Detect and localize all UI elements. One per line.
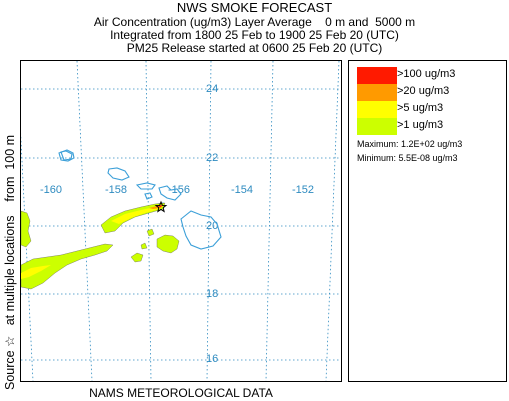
integration-period: Integrated from 1800 25 Feb to 1900 25 F… <box>110 28 399 42</box>
lat-label-18: 18 <box>206 288 218 300</box>
concentration-description: Air Concentration (ug/m3) Layer Average … <box>93 15 416 29</box>
lat-label-22: 22 <box>206 152 218 164</box>
lat-label-24: 24 <box>206 83 218 95</box>
lon-label-156: -156 <box>168 184 190 196</box>
oahu-coast <box>107 167 130 181</box>
plume-big-island <box>156 234 180 254</box>
forecast-title: NWS SMOKE FORECAST <box>176 0 333 15</box>
legend-swatch-5 <box>357 101 397 118</box>
legend-swatch-100 <box>357 67 397 84</box>
legend-label-1: >1 ug/m3 <box>397 119 444 131</box>
plume-maui-mid <box>111 206 163 224</box>
star-icon <box>154 200 168 213</box>
legend-item-20: >20 ug/m3 <box>357 84 507 101</box>
lon-label-158: -158 <box>105 184 127 196</box>
plume-big-island-south <box>130 252 144 263</box>
plume-speckle-1 <box>146 228 155 237</box>
lon-line-159 <box>76 61 93 381</box>
hawaii-island-coast <box>180 210 222 250</box>
smoke-plumes <box>21 202 180 290</box>
release-start: PM25 Release started at 0600 25 Feb 20 (… <box>126 41 383 55</box>
lon-label-154: -154 <box>231 184 253 196</box>
legend-item-100: >100 ug/m3 <box>357 67 507 84</box>
legend-label-20: >20 ug/m3 <box>397 85 450 97</box>
lanai-coast <box>144 192 153 200</box>
lon-line-151 <box>325 61 340 381</box>
coastlines <box>58 149 222 250</box>
kauai-coast <box>60 150 73 161</box>
plume-maui-peak <box>157 205 162 207</box>
molokai-coast <box>135 182 156 190</box>
source-marker <box>154 200 168 213</box>
concentration-legend: >100 ug/m3 >20 ug/m3 >5 ug/m3 >1 ug/m3 M… <box>348 60 507 382</box>
legend-item-1: >1 ug/m3 <box>357 118 507 135</box>
legend-swatch-20 <box>357 84 397 101</box>
lon-label-152: -152 <box>292 184 314 196</box>
lon-line-157 <box>145 61 152 381</box>
legend-item-5: >5 ug/m3 <box>357 101 507 118</box>
lon-line-155 <box>206 61 212 381</box>
plume-west-upper <box>21 210 32 248</box>
maui-coast <box>158 185 182 201</box>
legend-maximum: Maximum: 1.2E+02 ug/m3 <box>357 139 463 149</box>
lat-label-20: 20 <box>206 220 218 232</box>
plume-speckle-2 <box>140 242 148 250</box>
legend-label-100: >100 ug/m3 <box>397 68 456 80</box>
lat-label-16: 16 <box>206 353 218 365</box>
lon-label-160: -160 <box>40 184 62 196</box>
legend-label-5: >5 ug/m3 <box>397 102 444 114</box>
legend-minimum: Minimum: 5.5E-08 ug/m3 <box>357 153 458 163</box>
source-location-label: Source ☆ at multiple locations from 100 … <box>3 134 17 390</box>
plume-west-lower-core <box>21 265 51 279</box>
graticule <box>21 61 341 381</box>
data-source-label: NAMS METEOROLOGICAL DATA <box>89 386 273 400</box>
map-canvas: 24 22 20 18 16 -160 -158 -156 -154 -152 <box>21 61 341 381</box>
plume-west-lower <box>21 243 114 290</box>
legend-swatch-1 <box>357 118 397 135</box>
lon-line-153 <box>265 61 274 381</box>
niihau-coast <box>58 149 75 162</box>
smoke-forecast-map: 24 22 20 18 16 -160 -158 -156 -154 -152 <box>20 60 342 382</box>
